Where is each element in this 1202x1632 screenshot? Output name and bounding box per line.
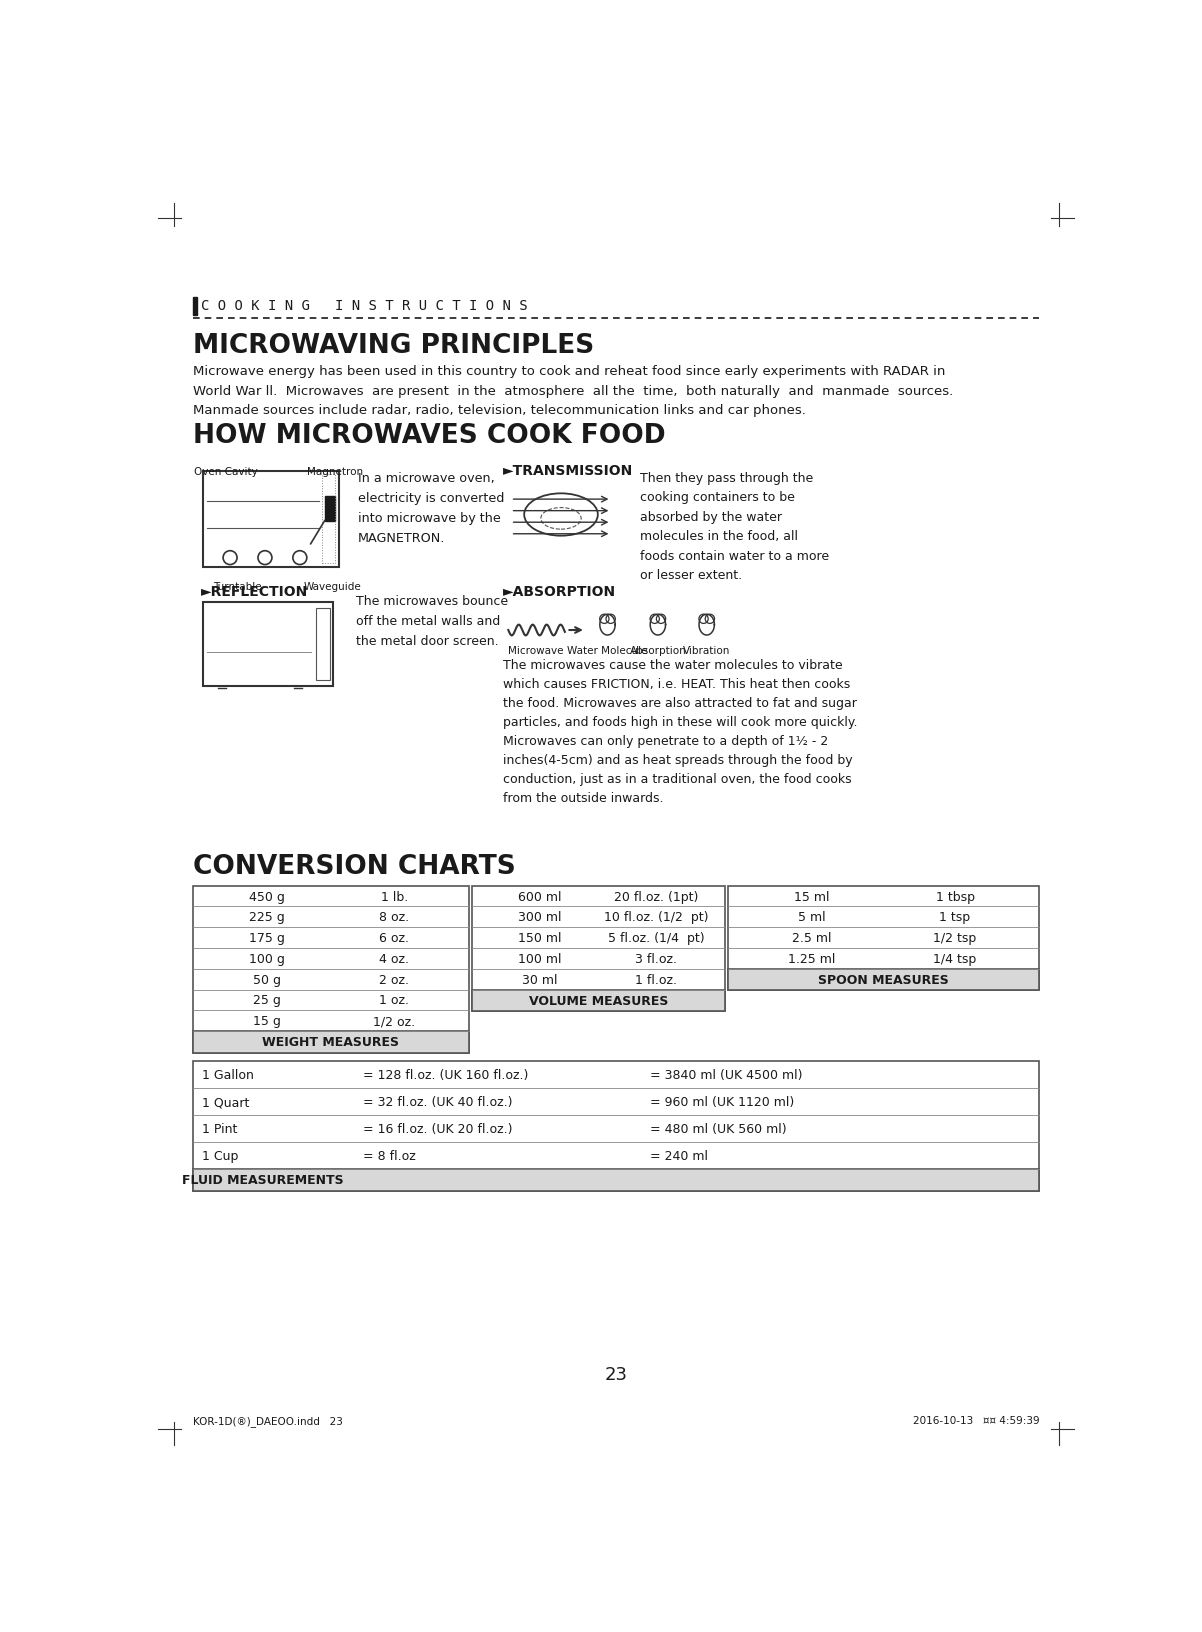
Text: 100 g: 100 g xyxy=(250,953,285,965)
Text: 300 ml: 300 ml xyxy=(518,911,561,924)
Text: 20 fl.oz. (1pt): 20 fl.oz. (1pt) xyxy=(614,889,698,902)
Text: 1/2 tsp: 1/2 tsp xyxy=(934,932,977,945)
Text: 1 tbsp: 1 tbsp xyxy=(935,889,975,902)
Bar xyxy=(727,969,1040,991)
Text: 3 fl.oz.: 3 fl.oz. xyxy=(636,953,677,965)
Text: The microwaves cause the water molecules to vibrate
which causes FRICTION, i.e. : The microwaves cause the water molecules… xyxy=(502,659,857,805)
Text: C O O K I N G   I N S T R U C T I O N S: C O O K I N G I N S T R U C T I O N S xyxy=(202,299,528,313)
Text: ►TRANSMISSION: ►TRANSMISSION xyxy=(502,463,633,478)
Text: 15 g: 15 g xyxy=(254,1015,281,1028)
Text: = 8 fl.oz: = 8 fl.oz xyxy=(363,1149,416,1162)
Text: 4 oz.: 4 oz. xyxy=(380,953,410,965)
Text: 1/4 tsp: 1/4 tsp xyxy=(934,953,977,965)
Text: KOR-1D(®)_DAEOO.indd   23: KOR-1D(®)_DAEOO.indd 23 xyxy=(192,1415,343,1426)
Text: 5 fl.oz. (1/4  pt): 5 fl.oz. (1/4 pt) xyxy=(608,932,704,945)
Text: = 128 fl.oz. (UK 160 fl.oz.): = 128 fl.oz. (UK 160 fl.oz.) xyxy=(363,1069,529,1082)
Text: 6 oz.: 6 oz. xyxy=(380,932,410,945)
Text: 1 Quart: 1 Quart xyxy=(202,1095,250,1108)
Text: Then they pass through the
cooking containers to be
absorbed by the water
molecu: Then they pass through the cooking conta… xyxy=(639,472,829,581)
Text: The microwaves bounce
off the metal walls and
the metal door screen.: The microwaves bounce off the metal wall… xyxy=(356,594,507,648)
Text: Microwave energy has been used in this country to cook and reheat food since ear: Microwave energy has been used in this c… xyxy=(192,366,953,418)
Text: Waveguide: Waveguide xyxy=(303,581,362,591)
Text: 15 ml: 15 ml xyxy=(795,889,829,902)
Text: 1 Pint: 1 Pint xyxy=(202,1123,238,1136)
Text: 8 oz.: 8 oz. xyxy=(379,911,410,924)
Bar xyxy=(472,886,725,1012)
Bar xyxy=(203,472,339,568)
Text: 600 ml: 600 ml xyxy=(518,889,561,902)
Text: ►REFLECTION: ►REFLECTION xyxy=(201,584,308,599)
Text: Microwave: Microwave xyxy=(508,646,564,656)
Text: Absorption: Absorption xyxy=(630,646,686,656)
Text: 1 Cup: 1 Cup xyxy=(202,1149,238,1162)
Bar xyxy=(325,496,335,521)
Bar xyxy=(192,1031,469,1053)
Text: 150 ml: 150 ml xyxy=(518,932,561,945)
Text: WEIGHT MEASURES: WEIGHT MEASURES xyxy=(262,1036,399,1049)
Text: 30 ml: 30 ml xyxy=(523,973,558,986)
Text: 10 fl.oz. (1/2  pt): 10 fl.oz. (1/2 pt) xyxy=(605,911,708,924)
Text: 5 ml: 5 ml xyxy=(798,911,826,924)
Text: = 16 fl.oz. (UK 20 fl.oz.): = 16 fl.oz. (UK 20 fl.oz.) xyxy=(363,1123,513,1136)
Text: = 32 fl.oz. (UK 40 fl.oz.): = 32 fl.oz. (UK 40 fl.oz.) xyxy=(363,1095,513,1108)
Text: 1/2 oz.: 1/2 oz. xyxy=(373,1015,416,1028)
Text: 450 g: 450 g xyxy=(250,889,285,902)
Bar xyxy=(192,1169,1040,1191)
Text: 1.25 ml: 1.25 ml xyxy=(789,953,835,965)
Text: Water Molecule: Water Molecule xyxy=(567,646,648,656)
Text: MICROWAVING PRINCIPLES: MICROWAVING PRINCIPLES xyxy=(192,333,594,359)
Text: 50 g: 50 g xyxy=(254,973,281,986)
Bar xyxy=(192,1061,1040,1191)
Bar xyxy=(192,297,197,317)
Bar xyxy=(192,886,469,1053)
Bar xyxy=(316,609,331,681)
Text: = 240 ml: = 240 ml xyxy=(650,1149,708,1162)
Text: 2016-10-13   ¤¤ 4:59:39: 2016-10-13 ¤¤ 4:59:39 xyxy=(912,1415,1040,1425)
Text: 1 lb.: 1 lb. xyxy=(381,889,407,902)
Text: 1 fl.oz.: 1 fl.oz. xyxy=(636,973,677,986)
Text: = 3840 ml (UK 4500 ml): = 3840 ml (UK 4500 ml) xyxy=(650,1069,803,1082)
Bar xyxy=(203,602,333,687)
Text: ►ABSORPTION: ►ABSORPTION xyxy=(502,584,615,599)
Text: 1 Gallon: 1 Gallon xyxy=(202,1069,254,1082)
Bar xyxy=(727,886,1040,991)
Text: 1 tsp: 1 tsp xyxy=(940,911,971,924)
Text: 100 ml: 100 ml xyxy=(518,953,561,965)
Text: 225 g: 225 g xyxy=(250,911,285,924)
Text: = 480 ml (UK 560 ml): = 480 ml (UK 560 ml) xyxy=(650,1123,787,1136)
Text: Vibration: Vibration xyxy=(683,646,731,656)
Text: Magnetron: Magnetron xyxy=(307,467,363,477)
Text: FLUID MEASUREMENTS: FLUID MEASUREMENTS xyxy=(182,1173,344,1186)
Text: In a microwave oven,
electricity is converted
into microwave by the
MAGNETRON.: In a microwave oven, electricity is conv… xyxy=(358,472,505,545)
Text: CONVERSION CHARTS: CONVERSION CHARTS xyxy=(192,854,516,880)
Text: 1 oz.: 1 oz. xyxy=(380,994,410,1007)
Bar xyxy=(472,991,725,1012)
Text: 23: 23 xyxy=(605,1366,627,1384)
Text: VOLUME MEASURES: VOLUME MEASURES xyxy=(529,994,668,1007)
Text: Turntable: Turntable xyxy=(214,581,262,591)
Text: SPOON MEASURES: SPOON MEASURES xyxy=(819,974,948,986)
Text: 2.5 ml: 2.5 ml xyxy=(792,932,832,945)
Text: 25 g: 25 g xyxy=(254,994,281,1007)
Bar xyxy=(321,475,335,563)
Text: HOW MICROWAVES COOK FOOD: HOW MICROWAVES COOK FOOD xyxy=(192,423,666,449)
Text: 175 g: 175 g xyxy=(250,932,285,945)
Text: 2 oz.: 2 oz. xyxy=(380,973,410,986)
Text: Oven Cavity: Oven Cavity xyxy=(195,467,258,477)
Text: = 960 ml (UK 1120 ml): = 960 ml (UK 1120 ml) xyxy=(650,1095,795,1108)
